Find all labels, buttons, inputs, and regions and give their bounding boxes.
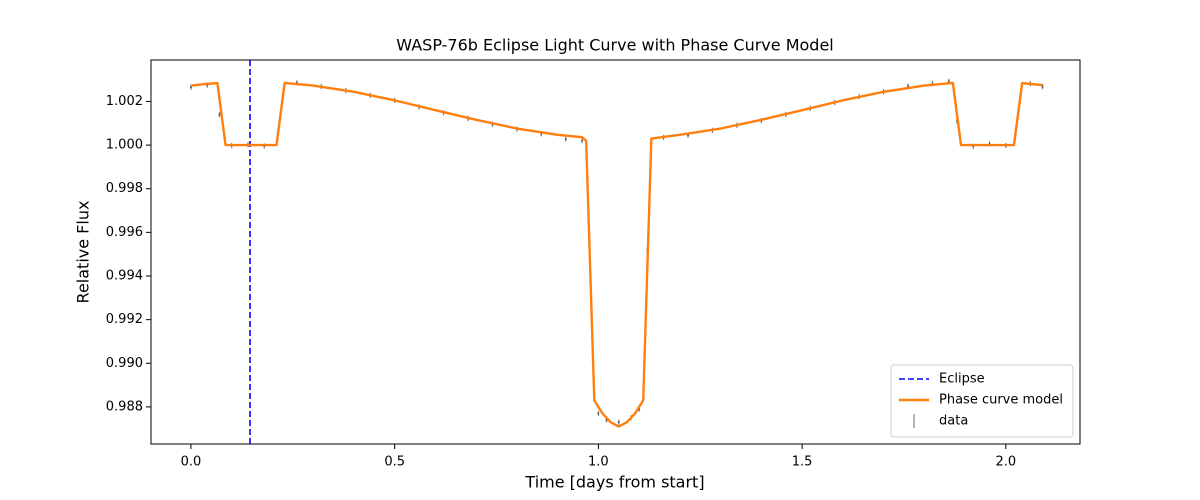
data-point [617,421,620,424]
y-tick-label: 0.988 [106,399,143,414]
y-tick-label: 1.000 [106,138,143,153]
data-point [564,137,567,140]
x-tick-label: 0.5 [384,455,405,470]
legend-label: Eclipse [939,372,985,387]
plot-frame [150,59,1081,445]
y-tick-label: 0.992 [106,312,143,327]
x-axis-label: Time [days from start] [524,473,704,492]
y-tick-label: 1.002 [106,94,143,109]
data-point [189,86,192,89]
x-tick-label: 1.5 [792,455,813,470]
chart-title: WASP-76b Eclipse Light Curve with Phase … [396,36,833,55]
data-point [581,139,584,142]
y-tick-label: 0.996 [106,225,143,240]
x-tick-label: 1.0 [588,455,609,470]
y-tick-label: 0.990 [106,356,143,371]
x-tick-label: 2.0 [995,455,1016,470]
legend-label: Phase curve model [939,393,1063,408]
y-axis-label: Relative Flux [74,201,93,304]
model-line [190,81,1043,428]
x-tick-label: 0.0 [181,455,202,470]
legend-box [890,364,1074,438]
y-tick-label: 0.998 [106,181,143,196]
data-point [597,412,600,415]
y-tick-label: 0.994 [106,269,143,284]
legend-label: data [939,414,968,429]
legend: Eclipse Phase curve model data [890,364,1074,438]
data-point [947,80,950,83]
data-point [218,113,221,116]
data-point [907,85,910,88]
